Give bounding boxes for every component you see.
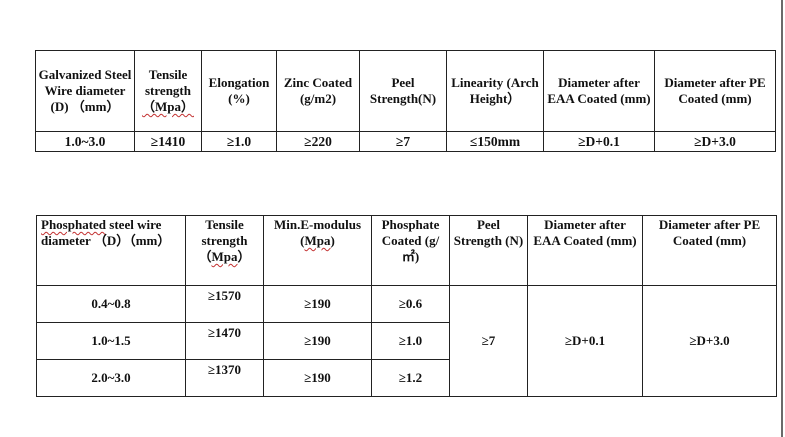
table-cell: 2.0~3.0 [36, 359, 186, 397]
header-cell: Tensile strength （Mpa） [134, 50, 202, 132]
header-cell: Elongation (%) [201, 50, 277, 132]
header-cell: Galvanized Steel Wire diameter (D) （mm） [35, 50, 135, 132]
header-cell: Phosphated steel wire diameter （D）（mm） [36, 215, 186, 286]
table-cell: ≥1570 [185, 285, 264, 323]
table-cell: ≥D+3.0 [642, 285, 777, 397]
table-cell: ≥1470 [185, 322, 264, 360]
table-cell: ≥D+3.0 [654, 131, 776, 152]
table-cell: ≥1370 [185, 359, 264, 397]
table-cell: ≥190 [263, 359, 372, 397]
header-cell: Min.E-modulus (Mpa) [263, 215, 372, 286]
header-cell: Diameter after PE Coated (mm) [654, 50, 776, 132]
header-cell: Diameter after PE Coated (mm) [642, 215, 777, 286]
table-cell: ≥7 [359, 131, 447, 152]
table-cell: ≥190 [263, 322, 372, 360]
header-cell: Phosphate Coated (g/㎡) [371, 215, 450, 286]
table-cell: 1.0~1.5 [36, 322, 186, 360]
header-cell: Tensile strength （Mpa） [185, 215, 264, 286]
phosphated-wire-spec-table: Phosphated steel wire diameter （D）（mm） T… [36, 215, 777, 397]
header-cell: Zinc Coated (g/m2) [276, 50, 360, 132]
table-cell: ≥190 [263, 285, 372, 323]
table-row: 1.0~3.0 ≥1410 ≥1.0 ≥220 ≥7 ≤150mm ≥D+0.1… [35, 131, 776, 152]
table-cell: ≥1.0 [371, 322, 450, 360]
table-row: 0.4~0.8 ≥1570 ≥190 ≥0.6 ≥7 ≥D+0.1 ≥D+3.0 [36, 285, 777, 397]
table-cell: ≤150mm [446, 131, 544, 152]
header-cell: Diameter after EAA Coated (mm) [527, 215, 643, 286]
header-cell: Linearity (Arch Height） [446, 50, 544, 132]
header-cell: Diameter after EAA Coated (mm) [543, 50, 655, 132]
table-cell: ≥1.0 [201, 131, 277, 152]
table-cell: ≥7 [449, 285, 528, 397]
table-cell: ≥1410 [134, 131, 202, 152]
table-cell: ≥D+0.1 [527, 285, 643, 397]
table-cell: ≥0.6 [371, 285, 450, 323]
table-header-row: Phosphated steel wire diameter （D）（mm） T… [36, 215, 777, 286]
table-row: 1.0~1.5 ≥1470 ≥190 ≥1.0 [36, 322, 777, 360]
table-cell: ≥220 [276, 131, 360, 152]
table-cell: 1.0~3.0 [35, 131, 135, 152]
table-cell: ≥D+0.1 [543, 131, 655, 152]
table-cell: ≥1.2 [371, 359, 450, 397]
header-cell: Peel Strength (N) [449, 215, 528, 286]
table-header-row: Galvanized Steel Wire diameter (D) （mm） … [35, 50, 776, 132]
header-cell: Peel Strength(N) [359, 50, 447, 132]
table-row: 2.0~3.0 ≥1370 ≥190 ≥1.2 [36, 359, 777, 397]
galvanized-wire-spec-table: Galvanized Steel Wire diameter (D) （mm） … [35, 50, 776, 152]
table-cell: 0.4~0.8 [36, 285, 186, 323]
page-edge-rule [781, 0, 783, 437]
